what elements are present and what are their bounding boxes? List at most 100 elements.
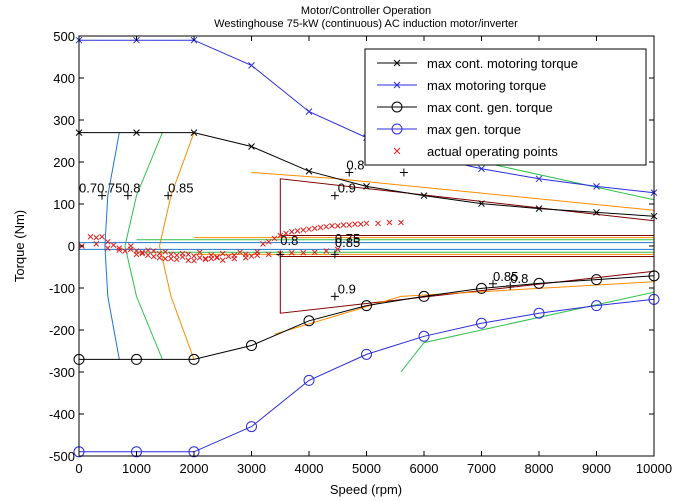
contour-label-1: 0.85 [168,181,193,196]
series-4-point-11 [145,247,151,254]
series-4-point-5 [110,242,117,249]
legend-marker-1 [393,81,401,89]
contour-mark-6 [276,250,285,259]
series-0-point-2 [190,129,198,136]
series-4-point-12 [150,248,157,254]
contour-mark-9 [489,279,497,288]
series-2-line [79,275,655,360]
x-tick-label-9: 9000 [582,461,611,476]
x-axis: 0 1000 2000 3000 4000 5000 6000 7000 8000 9000 100… [75,36,672,476]
series-0-point-5 [363,183,370,190]
series-2-point-2 [188,353,200,365]
series-4-point-32 [265,238,272,245]
contour-mark-5 [330,191,339,200]
series-4 [79,219,404,264]
series-4-point-54 [104,245,111,251]
series-4-point-33 [271,235,278,242]
series-1-point-4 [305,108,313,115]
series-4-point-23 [214,254,220,260]
series-4-point-57 [139,250,146,257]
series-4-point-16 [173,252,180,259]
series-4-point-61 [185,257,192,264]
contour-label-3: 0.9 [338,181,356,196]
series-4-point-82 [214,254,220,261]
series-4-point-67 [254,252,261,259]
series-4-point-70 [288,249,295,256]
series-2-point-5 [361,300,372,312]
series-0-point-3 [248,143,255,150]
series-4-point-81 [202,256,209,263]
series-0-point-6 [420,192,428,199]
series-4-point-66 [242,254,249,261]
series-4-point-64 [219,257,226,264]
series-4-point-63 [208,255,215,262]
series-4-point-25 [225,253,232,260]
series-2-point-4 [303,315,315,327]
y-tick-label-2: -300 [49,365,75,380]
contour-mark-2 [164,191,173,200]
series-4-point-35 [283,230,289,237]
series-0-point-7 [478,200,485,207]
y-tick-label-7: 200 [53,155,75,170]
legend-label-1: max motoring torque [427,78,546,93]
contour-label-9: 0.8 [510,271,528,286]
contour-label-7: 0.9 [338,281,356,296]
series-2-point-3 [246,340,257,352]
series-4-point-29 [248,253,255,259]
series-4-point-51 [386,219,393,226]
series-2-point-1 [131,353,142,365]
series-4-point-14 [162,249,169,255]
series-4-point-15 [168,251,174,258]
series-4-point-36 [288,228,295,235]
x-tick-label-0: 0 [75,461,82,476]
y-tick-label-1: -400 [49,407,75,422]
series-2-point-6 [418,290,430,302]
x-tick-label-1: 1000 [122,461,151,476]
series-3-point-3 [246,421,257,433]
series-4-point-1 [87,233,94,240]
contour-line-2 [158,132,195,360]
contour-mark-8 [330,292,339,301]
series-4-point-37 [294,228,301,234]
legend-label-2: max cont. gen. torque [427,100,553,115]
contour-mark-1 [123,191,132,200]
series-4-point-46 [346,222,353,228]
chart-title: Motor/Controller Operation [301,5,431,17]
series-4-point-48 [357,221,364,228]
series-4-point-78 [168,255,174,262]
series-4-point-59 [162,255,169,262]
series-3-line [79,298,655,453]
x-tick-label-3: 3000 [237,461,266,476]
x-tick-label-7: 7000 [467,461,496,476]
series-4-point-6 [116,245,123,251]
contour-label-2: 0.8 [346,158,364,173]
series-3-point-2 [188,446,200,458]
series-4-point-40 [311,225,318,232]
series-4-point-38 [300,227,307,233]
series-4-point-74 [334,246,341,253]
contour-line-6 [274,281,655,335]
series-4-point-10 [139,249,146,256]
series-4-point-24 [219,250,226,257]
series-4-point-19 [191,253,197,259]
series-4-point-56 [127,243,134,249]
series-4-point-4 [104,238,111,245]
x-tick-label-5: 5000 [352,461,381,476]
contour-labels: 0.70.750.8 0.850.80.90.8 0.750.850.90.850.… [79,158,528,297]
y-tick-label-4: -100 [49,281,75,296]
series-4-point-68 [265,251,272,258]
contour-lines [79,119,655,373]
series-4-point-77 [156,254,163,261]
series-4-point-73 [323,248,330,254]
series-4-point-42 [323,223,330,230]
series-4-point-58 [150,253,157,260]
series-4-point-45 [340,222,347,228]
series-0 [75,129,658,220]
legend-label-4: actual operating points [427,144,558,159]
series-4-point-2 [93,234,100,241]
series-1-point-8 [535,175,543,183]
series-0-point-9 [593,209,600,216]
series-3-point-9 [591,300,602,312]
series-4-point-53 [93,241,100,247]
